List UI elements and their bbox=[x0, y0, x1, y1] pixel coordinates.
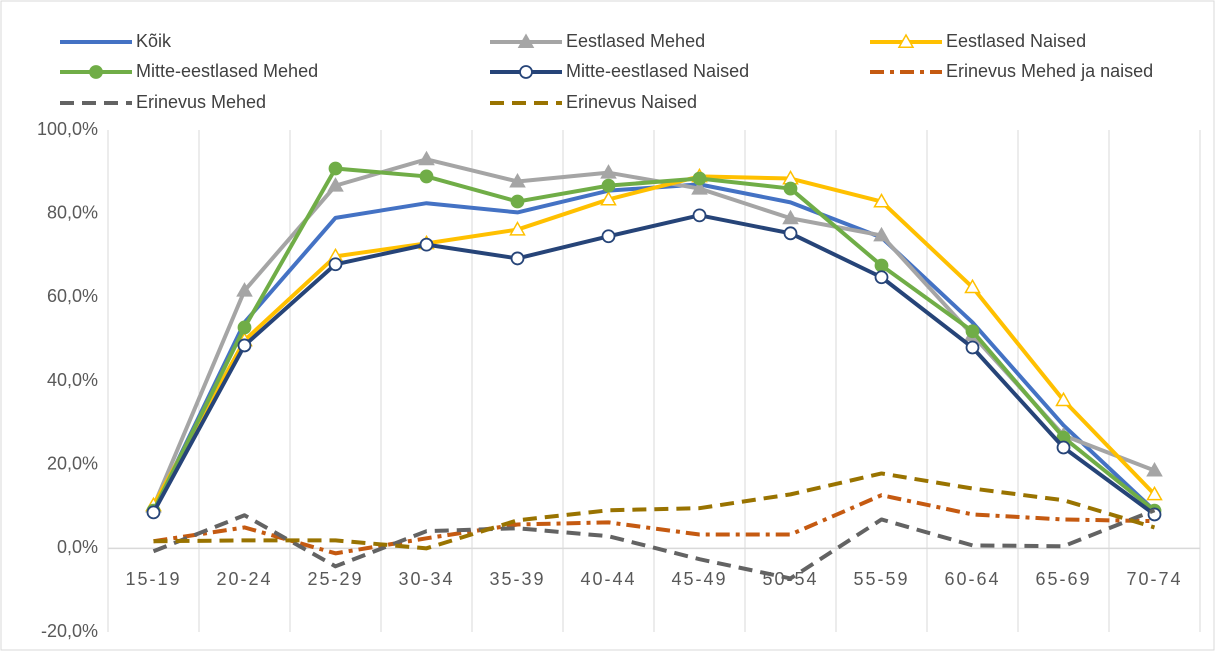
marker bbox=[691, 180, 708, 195]
marker bbox=[509, 172, 526, 188]
series-line bbox=[152, 508, 1156, 581]
marker bbox=[782, 209, 799, 225]
y-tick-label: 60,0% bbox=[47, 286, 98, 306]
marker bbox=[237, 338, 252, 353]
marker bbox=[692, 208, 707, 223]
marker bbox=[600, 164, 617, 179]
marker bbox=[874, 258, 889, 273]
marker bbox=[897, 33, 915, 48]
marker bbox=[517, 33, 535, 48]
marker bbox=[965, 340, 980, 355]
marker bbox=[1146, 485, 1163, 501]
legend-label: Erinevus Naised bbox=[566, 92, 697, 112]
marker bbox=[873, 226, 890, 242]
x-tick-label: 20-24 bbox=[216, 569, 272, 589]
marker bbox=[964, 278, 981, 294]
legend-label: Eestlased Mehed bbox=[566, 31, 705, 51]
marker bbox=[419, 169, 434, 184]
marker bbox=[510, 251, 525, 266]
y-tick-label: 20,0% bbox=[47, 453, 98, 473]
y-tick-label: 40,0% bbox=[47, 370, 98, 390]
series-line bbox=[151, 213, 1156, 517]
marker bbox=[783, 226, 798, 241]
x-tick-label: 15-19 bbox=[125, 569, 181, 589]
marker bbox=[509, 221, 526, 236]
marker bbox=[874, 270, 889, 285]
marker bbox=[328, 257, 343, 272]
series-line bbox=[153, 471, 1156, 551]
x-tick-label: 65-69 bbox=[1035, 569, 1091, 589]
marker bbox=[783, 181, 798, 196]
marker bbox=[600, 190, 617, 206]
marker bbox=[692, 171, 707, 186]
marker bbox=[965, 324, 980, 339]
series-line bbox=[153, 493, 1155, 556]
series-line bbox=[151, 174, 1156, 507]
marker bbox=[873, 193, 890, 208]
y-tick-label: 80,0% bbox=[47, 202, 98, 222]
marker bbox=[89, 65, 103, 79]
marker bbox=[237, 320, 252, 335]
marker bbox=[519, 65, 533, 79]
x-tick-label: 25-29 bbox=[307, 569, 363, 589]
x-tick-label: 40-44 bbox=[580, 569, 636, 589]
marker bbox=[146, 505, 161, 520]
marker bbox=[419, 237, 434, 252]
x-tick-label: 30-34 bbox=[398, 569, 454, 589]
legend-label: Kõik bbox=[136, 31, 172, 51]
y-tick-label: -20,0% bbox=[41, 621, 98, 641]
series-line bbox=[151, 166, 1156, 513]
marker bbox=[328, 161, 343, 176]
y-tick-label: 100,0% bbox=[37, 119, 98, 139]
x-tick-label: 60-64 bbox=[944, 569, 1000, 589]
x-tick-label: 45-49 bbox=[671, 569, 727, 589]
x-tick-label: 35-39 bbox=[489, 569, 545, 589]
y-tick-label: 0,0% bbox=[57, 537, 98, 557]
marker bbox=[418, 150, 435, 166]
x-tick-label: 55-59 bbox=[853, 569, 909, 589]
x-tick-label: 70-74 bbox=[1126, 569, 1182, 589]
legend-label: Erinevus Mehed ja naised bbox=[946, 61, 1153, 81]
legend-label: Eestlased Naised bbox=[946, 31, 1086, 51]
legend-label: Mitte-eestlased Naised bbox=[566, 61, 749, 81]
marker bbox=[236, 282, 253, 297]
marker bbox=[1055, 391, 1072, 407]
legend-label: Erinevus Mehed bbox=[136, 92, 266, 112]
marker bbox=[327, 177, 344, 192]
marker bbox=[601, 178, 616, 193]
legend-label: Mitte-eestlased Mehed bbox=[136, 61, 318, 81]
marker bbox=[601, 229, 616, 244]
marker bbox=[1056, 440, 1071, 455]
marker bbox=[1146, 462, 1163, 477]
marker bbox=[510, 194, 525, 209]
